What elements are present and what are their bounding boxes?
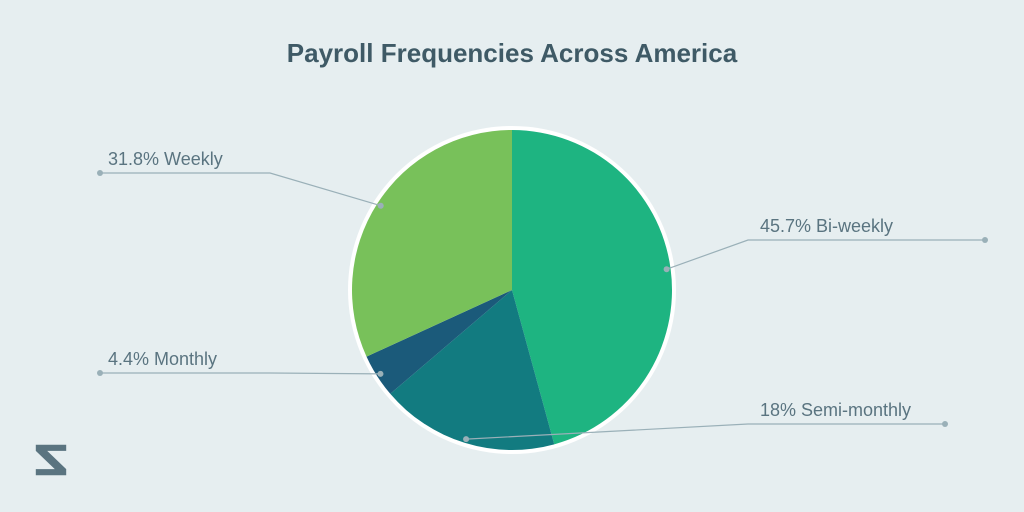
leader-line (100, 373, 380, 374)
leader-dot (377, 371, 383, 377)
slice-label: 31.8% Weekly (108, 149, 223, 170)
leader-dot (97, 170, 103, 176)
leader-dot (463, 436, 469, 442)
leader-dot (942, 421, 948, 427)
slice-label: 4.4% Monthly (108, 349, 217, 370)
leader-dot (982, 237, 988, 243)
pie-chart-svg (0, 0, 1024, 512)
leader-dot (378, 203, 384, 209)
chart-container: Payroll Frequencies Across America 45.7%… (0, 0, 1024, 512)
leader-line (667, 240, 985, 269)
slice-label: 18% Semi-monthly (760, 400, 911, 421)
leader-dot (97, 370, 103, 376)
leader-dot (664, 266, 670, 272)
leader-line (100, 173, 381, 206)
brand-logo (32, 441, 70, 484)
slice-label: 45.7% Bi-weekly (760, 216, 893, 237)
